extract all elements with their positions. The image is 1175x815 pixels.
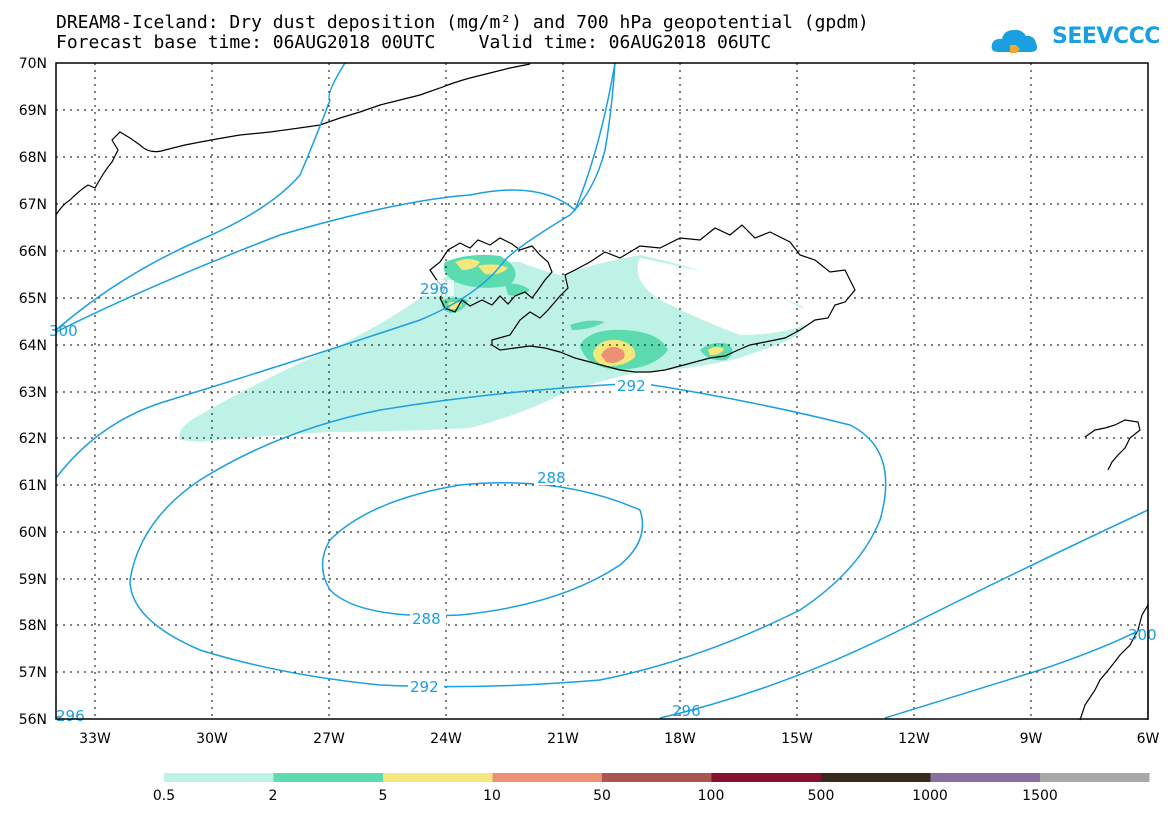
lat-label: 69N — [19, 103, 47, 119]
lat-label: 61N — [19, 478, 47, 494]
color-legend: 0.5 2 5 10 50 100 500 1000 1500 — [153, 773, 1150, 804]
legend-label: 2 — [269, 788, 278, 804]
contour-label: 296 — [56, 707, 85, 725]
legend-swatch — [930, 773, 1040, 782]
legend-swatch — [383, 773, 493, 782]
lon-label: 9W — [1020, 731, 1043, 747]
legend-label: 100 — [698, 788, 725, 804]
legend-label: 50 — [593, 788, 611, 804]
legend-label: 1000 — [912, 788, 948, 804]
lon-label: 30W — [196, 731, 228, 747]
contour-label: 288 — [537, 469, 566, 487]
dust-shading — [179, 254, 820, 442]
contour-label: 288 — [412, 610, 441, 628]
contour-label: 300 — [1128, 626, 1157, 644]
lon-label: 21W — [547, 731, 579, 747]
lat-label: 56N — [19, 712, 47, 728]
lat-label: 66N — [19, 244, 47, 260]
legend-label: 0.5 — [153, 788, 175, 804]
lat-label: 60N — [19, 525, 47, 541]
lon-label: 6W — [1137, 731, 1160, 747]
lon-label: 12W — [898, 731, 930, 747]
contour-label: 292 — [617, 377, 646, 395]
legend-swatch — [1040, 773, 1150, 782]
lat-label: 67N — [19, 197, 47, 213]
lat-label: 62N — [19, 431, 47, 447]
latitude-labels: 70N 69N 68N 67N 66N 65N 64N 63N 62N 61N … — [19, 56, 47, 728]
legend-label: 1500 — [1022, 788, 1058, 804]
logo-text: SEEVCCC — [1052, 24, 1160, 49]
legend-swatch — [711, 773, 821, 782]
lat-label: 59N — [19, 572, 47, 588]
contour-label: 300 — [49, 322, 78, 340]
lon-label: 15W — [781, 731, 813, 747]
geopotential-contours — [55, 62, 1149, 719]
legend-label: 5 — [379, 788, 388, 804]
legend-swatch — [821, 773, 931, 782]
map-frame — [55, 62, 1149, 720]
lat-label: 64N — [19, 338, 47, 354]
lon-label: 24W — [430, 731, 462, 747]
legend-label: 500 — [808, 788, 835, 804]
grid-lines — [56, 63, 1148, 719]
legend-swatch — [164, 773, 274, 782]
map-subtitle: Forecast base time: 06AUG2018 00UTC Vali… — [56, 32, 772, 53]
legend-swatch — [602, 773, 712, 782]
cloud-icon — [991, 29, 1038, 53]
legend-label: 10 — [483, 788, 501, 804]
map-title: DREAM8-Iceland: Dry dust deposition (mg/… — [56, 12, 869, 33]
longitude-labels: 33W 30W 27W 24W 21W 18W 15W 12W 9W 6W — [79, 731, 1159, 747]
lat-label: 70N — [19, 56, 47, 72]
lat-label: 63N — [19, 385, 47, 401]
lon-label: 18W — [664, 731, 696, 747]
lat-label: 65N — [19, 291, 47, 307]
contour-label: 296 — [672, 702, 701, 720]
coastlines — [55, 63, 1149, 721]
contour-label: 292 — [410, 678, 439, 696]
lat-label: 57N — [19, 665, 47, 681]
legend-swatch — [492, 773, 602, 782]
lon-label: 33W — [79, 731, 111, 747]
lat-label: 58N — [19, 618, 47, 634]
contour-labels: 296 300 292 288 288 292 296 300 296 — [49, 280, 1157, 725]
legend-swatch — [273, 773, 383, 782]
lon-label: 27W — [313, 731, 345, 747]
lat-label: 68N — [19, 150, 47, 166]
contour-label: 296 — [420, 280, 449, 298]
